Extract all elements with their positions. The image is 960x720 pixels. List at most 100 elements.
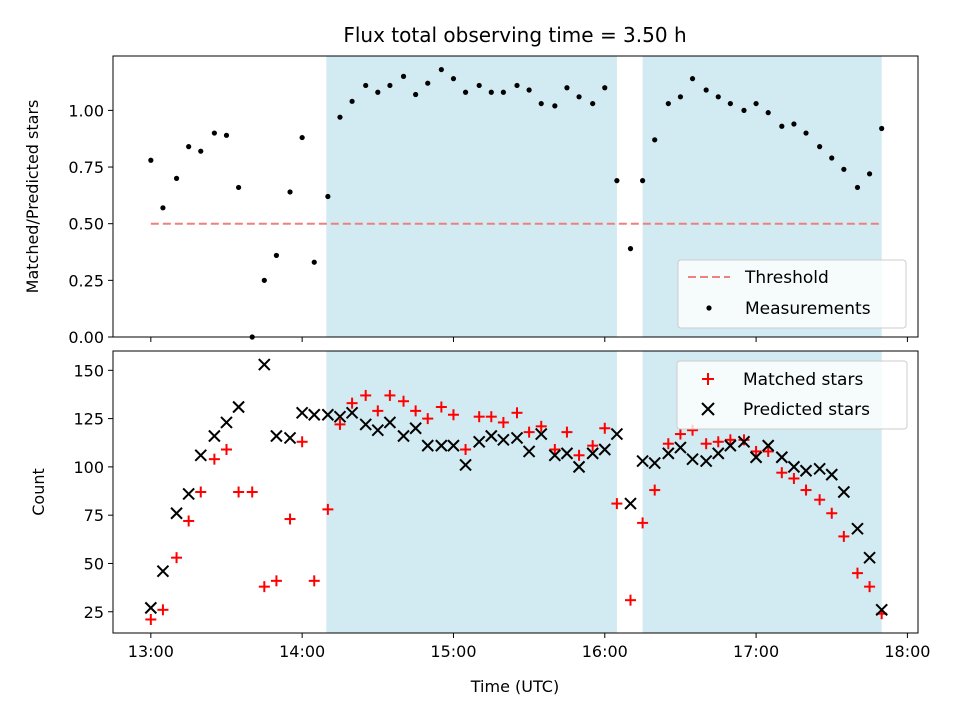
- matched-point-32: [549, 444, 561, 456]
- measurement-point-37: [614, 178, 620, 184]
- matched-legend-swatch: [702, 373, 714, 385]
- predicted-point-13: [321, 408, 335, 421]
- matched-point-46: [724, 434, 736, 446]
- matched-point-21: [410, 405, 422, 417]
- bottom-y-tick-label-1: 50: [84, 554, 104, 573]
- matched-point-28: [497, 416, 509, 428]
- measurement-point-48: [753, 100, 759, 107]
- matched-point-23: [435, 401, 447, 413]
- measurement-point-31: [538, 100, 544, 107]
- matched-point-5: [208, 453, 220, 465]
- x-tick-label-0: 13:00: [128, 642, 174, 661]
- matched-point-34: [573, 449, 585, 461]
- measurement-point-15: [337, 114, 343, 120]
- predicted-point-34: [586, 447, 599, 460]
- measurements-legend-label: Measurements: [745, 299, 871, 319]
- predicted-point-11: [295, 406, 309, 420]
- matched-point-22: [422, 413, 434, 425]
- matched-point-27: [485, 411, 497, 423]
- matched-point-9: [258, 581, 270, 593]
- x-axis-label: Time (UTC): [470, 677, 559, 696]
- matched-point-8: [246, 486, 258, 498]
- measurement-point-22: [425, 80, 431, 86]
- top-axes-frame: [112, 55, 919, 338]
- bottom-y-tick-label-0: 25: [84, 603, 104, 622]
- measurements-legend-swatch: [706, 305, 712, 311]
- predicted-point-8: [258, 358, 271, 371]
- measurement-point-10: [273, 252, 280, 259]
- matched-point-15: [334, 418, 346, 430]
- predicted-point-44: [712, 447, 725, 460]
- matched-point-7: [233, 486, 245, 498]
- top-x-ticks: [150, 337, 908, 342]
- predicted-point-33: [572, 460, 586, 474]
- measurement-point-32: [552, 103, 558, 109]
- predicted-point-46: [737, 435, 751, 448]
- matched-point-44: [700, 438, 712, 450]
- measurement-point-47: [741, 107, 747, 113]
- predicted-point-3: [182, 487, 195, 501]
- matched-point-45: [712, 436, 724, 448]
- measurement-point-24: [450, 76, 457, 82]
- predicted-point-10: [283, 431, 297, 445]
- matched-point-17: [360, 389, 372, 401]
- bottom-y-tick-label-2: 75: [84, 506, 104, 525]
- top-panel: 0.00 0.25 0.50 0.75 1.00 Matched/Predicted s…: [23, 55, 919, 347]
- predicted-point-37: [624, 497, 637, 510]
- chart-title: Flux total observing time = 3.50 h: [343, 23, 686, 47]
- measurement-point-20: [400, 73, 407, 79]
- measurement-point-18: [375, 89, 381, 95]
- matched-point-31: [535, 420, 547, 432]
- predicted-point-0: [144, 601, 158, 615]
- matched-point-35: [587, 440, 599, 452]
- measurement-point-9: [261, 277, 267, 283]
- predicted-point-19: [397, 429, 410, 443]
- bottom-shaded-interval-1: [326, 351, 617, 633]
- predicted-point-5: [208, 429, 221, 443]
- matched-point-24: [447, 409, 459, 421]
- measurement-point-28: [500, 89, 506, 95]
- predicted-point-49: [775, 451, 789, 464]
- matched-point-30: [523, 426, 535, 438]
- predicted-point-27: [497, 433, 510, 447]
- bottom-x-ticks: 13:00 14:00 15:00 16:00 17:00 18:00: [128, 633, 930, 661]
- predicted-point-48: [761, 439, 775, 452]
- predicted-point-25: [472, 435, 486, 448]
- predicted-point-24: [459, 458, 472, 472]
- measurements-series: [148, 66, 885, 340]
- matched-point-25: [460, 444, 472, 456]
- predicted-point-38: [636, 454, 649, 468]
- measurement-point-3: [186, 144, 192, 150]
- measurement-point-55: [841, 166, 847, 172]
- measurement-point-52: [803, 130, 809, 136]
- measurement-point-51: [791, 121, 797, 127]
- measurement-point-45: [715, 94, 721, 100]
- predicted-point-12: [308, 408, 321, 421]
- measurement-point-7: [235, 184, 242, 191]
- predicted-point-30: [535, 427, 548, 441]
- measurement-point-42: [677, 94, 684, 100]
- predicted-point-7: [232, 400, 245, 414]
- measurement-point-19: [387, 82, 393, 89]
- matched-point-29: [511, 407, 523, 419]
- measurement-point-57: [866, 171, 873, 177]
- matched-point-50: [776, 467, 788, 479]
- predicted-point-35: [598, 443, 611, 456]
- matched-point-42: [674, 428, 686, 440]
- matched-point-16: [346, 397, 358, 409]
- predicted-point-45: [724, 439, 737, 452]
- bottom-y-axis-label: Count: [29, 468, 48, 516]
- matched-point-20: [398, 395, 410, 407]
- measurement-point-39: [640, 178, 646, 184]
- predicted-point-50: [787, 460, 801, 474]
- predicted-point-52: [813, 462, 826, 476]
- bottom-axes-frame: [112, 350, 919, 634]
- matched-point-54: [826, 507, 838, 519]
- measurement-point-34: [576, 94, 582, 100]
- predicted-point-28: [510, 431, 524, 445]
- measurement-point-56: [854, 184, 861, 191]
- measurement-point-16: [349, 98, 355, 104]
- predicted-point-47: [749, 451, 763, 464]
- top-y-axis-label: Matched/Predicted stars: [23, 100, 42, 294]
- measurement-point-6: [223, 132, 230, 138]
